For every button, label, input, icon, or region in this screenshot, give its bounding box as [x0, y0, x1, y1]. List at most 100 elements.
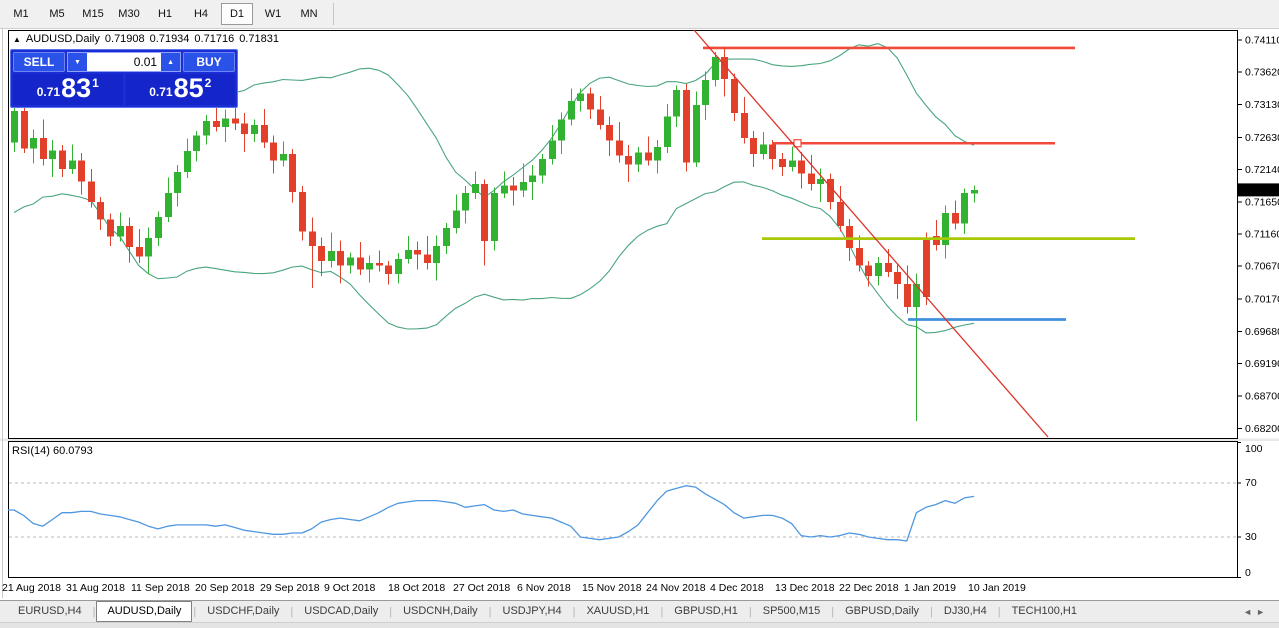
volume-input[interactable]	[86, 53, 162, 71]
chart-tab-gbpusd-daily[interactable]: GBPUSD,Daily	[845, 605, 920, 617]
date-axis-label: 13 Dec 2018	[775, 582, 835, 594]
timeframe-button-m5[interactable]: M5	[49, 8, 65, 20]
sell-price[interactable]: 0.71 83 1	[13, 74, 123, 105]
rsi-axis-label: 30	[1245, 531, 1257, 543]
sell-price-pips: 83	[61, 73, 92, 103]
chart-window-title: ▲ AUDUSD,Daily 0.71908 0.71934 0.71716 0.7183…	[13, 33, 279, 45]
buy-price-point: 2	[204, 76, 212, 90]
tab-separator: |	[997, 605, 1001, 618]
rsi-line	[8, 485, 975, 542]
timeframe-button-mn[interactable]: MN	[300, 8, 318, 20]
chart-tab-sp500-m15[interactable]: SP500,M15	[762, 605, 821, 617]
last-price-badge	[1238, 183, 1279, 197]
date-axis-label: 1 Jan 2019	[904, 582, 956, 594]
tab-separator: |	[831, 605, 835, 618]
tab-separator: |	[92, 605, 96, 618]
chart-tab-usdcad-daily[interactable]: USDCAD,Daily	[304, 605, 379, 617]
date-axis-label: 24 Nov 2018	[646, 582, 706, 594]
candlestick-series	[11, 46, 978, 421]
sell-price-point: 1	[92, 76, 99, 90]
date-axis-label: 27 Oct 2018	[453, 582, 510, 594]
rsi-axis-label: 100	[1245, 443, 1263, 455]
timeframe-button-m15[interactable]: M15	[82, 8, 104, 20]
timeframe-button-h4[interactable]: H4	[193, 8, 209, 20]
timeframe-button-d1[interactable]: D1	[221, 3, 253, 25]
buy-price[interactable]: 0.71 85 2	[125, 73, 235, 105]
tab-separator: |	[389, 605, 393, 618]
timeframe-button-m30[interactable]: M30	[118, 8, 140, 20]
tab-scroll-right-icon[interactable]: ►	[1256, 606, 1269, 617]
one-click-trade-panel: SELL ▼ ▲ BUY 0.71 83 1 0.71 85 2	[10, 49, 238, 108]
chart-tab-usdcnh-daily[interactable]: USDCNH,Daily	[403, 605, 478, 617]
volume-control: ▼ ▲	[67, 52, 181, 72]
tab-separator: |	[290, 605, 294, 618]
price-axis-label: 0.68200	[1245, 423, 1279, 435]
buy-price-prefix: 0.71	[149, 85, 173, 99]
line-selection-handle[interactable]	[793, 139, 802, 148]
chart-tab-usdjpy-h4[interactable]: USDJPY,H4	[502, 605, 562, 617]
volume-down-button[interactable]: ▼	[68, 53, 87, 71]
chart-tab-audusd-daily[interactable]: AUDUSD,Daily	[96, 601, 193, 622]
date-axis-label: 15 Nov 2018	[582, 582, 642, 594]
bottom-strip	[0, 622, 1279, 628]
symbol-title: AUDUSD,Daily	[25, 33, 100, 45]
date-axis-label: 10 Jan 2019	[968, 582, 1026, 594]
date-axis-label: 31 Aug 2018	[66, 582, 125, 594]
date-axis-label: 6 Nov 2018	[517, 582, 571, 594]
date-axis-label: 18 Oct 2018	[388, 582, 445, 594]
descending-trendline[interactable]	[693, 29, 1049, 438]
timeframe-toolbar: M1 M5 M15 M30 H1 H4 D1 W1 MN	[0, 0, 1279, 29]
chart-tab-tech100-h1[interactable]: TECH100,H1	[1011, 605, 1077, 617]
chart-tab-xauusd-h1[interactable]: XAUUSD,H1	[586, 605, 650, 617]
date-axis-label: 9 Oct 2018	[324, 582, 376, 594]
collapse-triangle-icon[interactable]: ▲	[13, 34, 21, 44]
price-axis-label: 0.71160	[1245, 229, 1279, 241]
ohlc-high: 0.71934	[149, 33, 190, 45]
ohlc-open: 0.71908	[104, 33, 145, 45]
chart-tab-eurusd-h4[interactable]: EURUSD,H4	[18, 605, 82, 617]
rsi-indicator-label: RSI(14) 60.0793	[12, 445, 93, 457]
buy-price-pips: 85	[173, 73, 204, 103]
chart-tab-usdchf-daily[interactable]: USDCHF,Daily	[207, 605, 280, 617]
date-axis-label: 29 Sep 2018	[260, 582, 320, 594]
chart-tab-gbpusd-h1[interactable]: GBPUSD,H1	[674, 605, 738, 617]
ohlc-close: 0.71831	[239, 33, 279, 45]
rsi-axis-label: 0	[1245, 567, 1251, 579]
sell-button[interactable]: SELL	[13, 52, 65, 72]
timeframe-button-w1[interactable]: W1	[264, 8, 282, 20]
volume-up-button[interactable]: ▲	[161, 53, 180, 71]
timeframe-button-m1[interactable]: M1	[13, 8, 29, 20]
tab-separator: |	[488, 605, 492, 618]
sell-price-prefix: 0.71	[36, 85, 61, 99]
date-axis-label: 4 Dec 2018	[710, 582, 764, 594]
tab-separator: |	[193, 605, 197, 618]
chart-tab-bar: EURUSD,H4 | AUDUSD,Daily | USDCHF,Daily | USDC…	[0, 600, 1279, 622]
date-axis-label: 21 Aug 2018	[2, 582, 61, 594]
tab-separator: |	[930, 605, 933, 618]
chart-tab-dj30-h4[interactable]: DJ30,H4	[943, 605, 987, 617]
rsi-name: RSI(14)	[12, 445, 50, 457]
tab-scroll-left-icon[interactable]: ◄	[1243, 606, 1257, 617]
tab-separator: |	[660, 605, 664, 618]
ohlc-low: 0.71716	[194, 33, 235, 45]
price-axis-label: 0.74110	[1245, 35, 1279, 47]
timeframe-button-h1[interactable]: H1	[157, 8, 173, 20]
date-axis-label: 11 Sep 2018	[131, 582, 190, 594]
tab-separator: |	[748, 605, 752, 618]
buy-button[interactable]: BUY	[183, 52, 235, 72]
bollinger-lower-band	[13, 181, 975, 334]
date-axis-label: 20 Sep 2018	[195, 582, 255, 594]
rsi-value: 60.0793	[52, 445, 93, 457]
rsi-axis-label: 70	[1245, 477, 1257, 489]
